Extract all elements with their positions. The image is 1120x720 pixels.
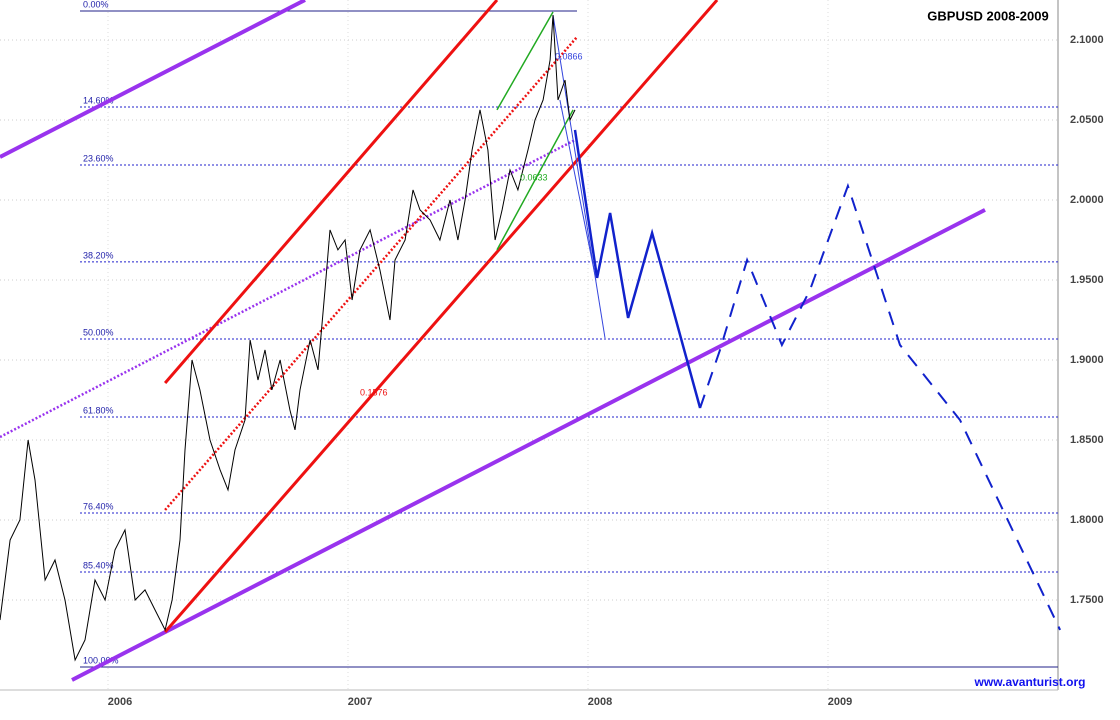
y-tick-label: 1.8500: [1070, 434, 1104, 446]
fib-label: 76.40%: [83, 501, 114, 511]
trend-line: [559, 99, 596, 276]
x-tick-label: 2006: [108, 696, 132, 708]
fib-label: 50.00%: [83, 327, 114, 337]
trend-line: [164, 36, 578, 511]
chart-title: GBPUSD 2008-2009: [927, 8, 1048, 23]
y-tick-label: 2.1000: [1070, 34, 1104, 46]
trend-line: [163, 0, 499, 384]
fib-label: 100.00%: [83, 655, 119, 665]
annotation: 0.0633: [520, 172, 548, 182]
x-tick-label: 2008: [588, 696, 612, 708]
trend-line: [496, 11, 554, 111]
fib-label: 0.00%: [83, 0, 109, 9]
annotation: 0.1576: [360, 387, 388, 397]
x-tick-label: 2007: [348, 696, 372, 708]
fib-label: 23.60%: [83, 153, 114, 163]
annotation: 0.0866: [555, 51, 583, 61]
trend-line: [496, 109, 574, 251]
trend-line: [552, 14, 606, 338]
watermark: www.avanturist.org: [974, 675, 1086, 689]
y-tick-label: 1.8000: [1070, 514, 1104, 526]
x-tick-label: 2009: [828, 696, 852, 708]
price-line: [0, 14, 576, 662]
fib-label: 61.80%: [83, 405, 114, 415]
trend-line: [699, 182, 1062, 631]
trend-line: [573, 129, 702, 409]
trend-line: [163, 0, 719, 633]
fib-label: 14.60%: [83, 95, 114, 105]
y-tick-label: 2.0000: [1070, 194, 1104, 206]
y-tick-label: 2.0500: [1070, 114, 1104, 126]
fib-label: 38.20%: [83, 250, 114, 260]
y-tick-label: 1.7500: [1070, 594, 1104, 606]
y-tick-label: 1.9500: [1070, 274, 1104, 286]
trend-line: [71, 208, 986, 682]
fib-label: 85.40%: [83, 560, 114, 570]
y-tick-label: 1.9000: [1070, 354, 1104, 366]
trend-line: [0, 0, 306, 159]
